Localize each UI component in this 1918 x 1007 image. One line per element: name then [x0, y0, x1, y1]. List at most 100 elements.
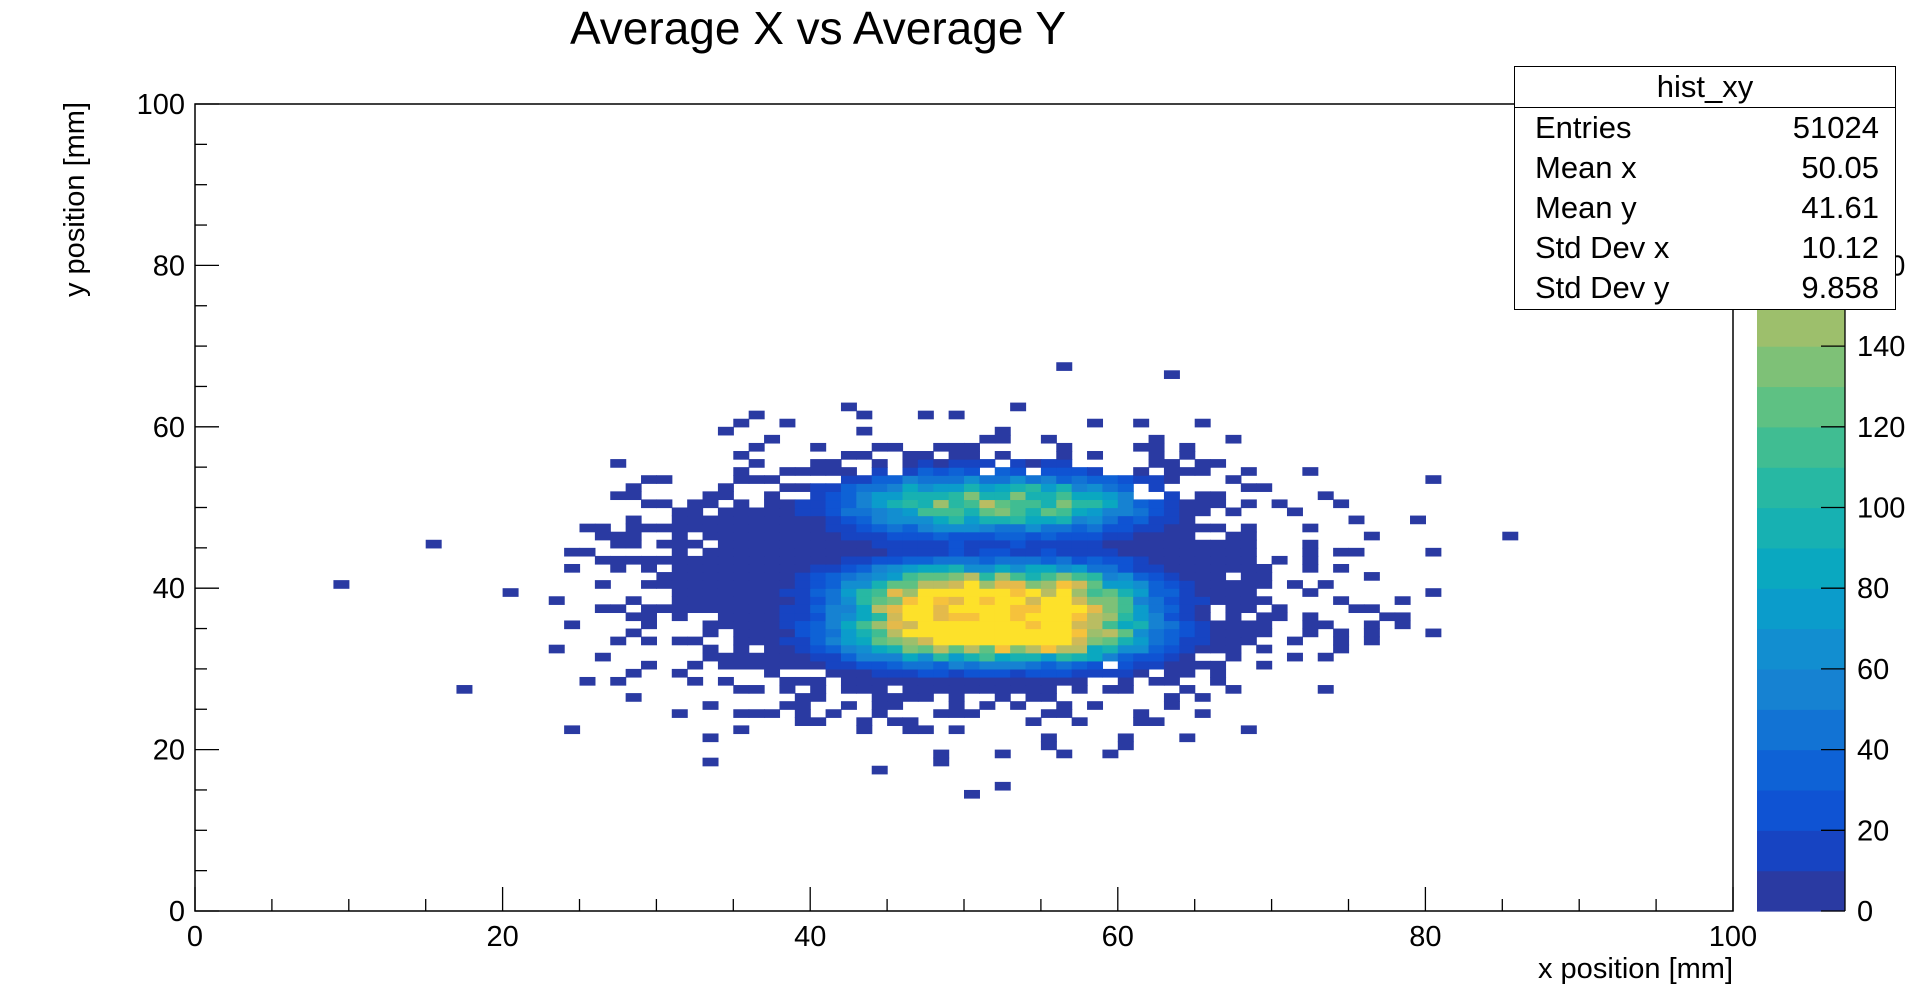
heatmap-cell [1149, 637, 1165, 646]
heatmap-cell [1195, 604, 1211, 613]
heatmap-cell [872, 588, 888, 597]
heatmap-cell [856, 564, 872, 573]
heatmap-cell [1087, 637, 1103, 646]
heatmap-cell [749, 572, 765, 581]
heatmap-cell [1056, 596, 1072, 605]
heatmap-cell [1056, 532, 1072, 541]
heatmap-cell [964, 612, 980, 621]
heatmap-cell [779, 516, 795, 525]
heatmap-cell [949, 580, 965, 589]
stats-row-mean-x: Mean x 50.05 [1515, 148, 1895, 188]
heatmap-cell [933, 524, 949, 533]
heatmap-cell [626, 693, 642, 702]
heatmap-cell [764, 661, 780, 670]
heatmap-cell [1102, 685, 1118, 694]
heatmap-cell [1225, 540, 1241, 549]
heatmap-cell [1302, 548, 1318, 557]
heatmap-cell [1149, 588, 1165, 597]
heatmap-cell [872, 629, 888, 638]
heatmap-cell [795, 661, 811, 670]
heatmap-cell [672, 556, 688, 565]
heatmap-cell [626, 556, 642, 565]
heatmap-cell [1149, 508, 1165, 517]
heatmap-cell [1133, 532, 1149, 541]
heatmap-cell [841, 701, 857, 710]
heatmap-cell [933, 669, 949, 678]
heatmap-cell [1102, 596, 1118, 605]
heatmap-cell [887, 701, 903, 710]
heatmap-cell [1256, 596, 1272, 605]
heatmap-cell [964, 620, 980, 629]
heatmap-cell [733, 653, 749, 662]
heatmap-cell [856, 604, 872, 613]
heatmap-cell [1195, 645, 1211, 654]
heatmap-cell [887, 564, 903, 573]
heatmap-cell [1010, 499, 1026, 508]
heatmap-cell [826, 532, 842, 541]
heatmap-cell [656, 572, 672, 581]
heatmap-cell [1102, 612, 1118, 621]
heatmap-cell [933, 499, 949, 508]
heatmap-cell [749, 620, 765, 629]
heatmap-cell [1041, 524, 1057, 533]
heatmap-cell [1102, 588, 1118, 597]
heatmap-cell [764, 524, 780, 533]
heatmap-cell [779, 612, 795, 621]
heatmap-cell [979, 653, 995, 662]
heatmap-cell [1225, 580, 1241, 589]
heatmap-cell [949, 701, 965, 710]
heatmap-cell [718, 612, 734, 621]
heatmap-cell [1241, 483, 1257, 492]
heatmap-cell [672, 516, 688, 525]
heatmap-cell [1149, 620, 1165, 629]
heatmap-cell [1133, 548, 1149, 557]
heatmap-cell [826, 653, 842, 662]
heatmap-cell [1149, 524, 1165, 533]
heatmap-cell [626, 612, 642, 621]
heatmap-cell [872, 612, 888, 621]
heatmap-cell [1241, 620, 1257, 629]
heatmap-cell [580, 548, 596, 557]
heatmap-cell [1072, 580, 1088, 589]
heatmap-cell [902, 451, 918, 460]
heatmap-cell [841, 620, 857, 629]
heatmap-cell [1133, 629, 1149, 638]
heatmap-cell [795, 540, 811, 549]
heatmap-cell [979, 564, 995, 573]
heatmap-cell [1041, 580, 1057, 589]
heatmap-cell [933, 629, 949, 638]
heatmap-cell [995, 637, 1011, 646]
heatmap-cell [995, 782, 1011, 791]
heatmap-cell [795, 508, 811, 517]
heatmap-cell [1010, 572, 1026, 581]
heatmap-cell [949, 475, 965, 484]
heatmap-cell [1056, 548, 1072, 557]
heatmap-cell [795, 612, 811, 621]
heatmap-cell [1072, 556, 1088, 565]
heatmap-cell [933, 572, 949, 581]
heatmap-cell [718, 483, 734, 492]
heatmap-cell [564, 548, 580, 557]
heatmap-cell [1041, 645, 1057, 654]
heatmap-cell [995, 548, 1011, 557]
heatmap-cell [933, 459, 949, 468]
heatmap-cell [1102, 556, 1118, 565]
heatmap-cell [1010, 556, 1026, 565]
heatmap-cell [656, 540, 672, 549]
heatmap-cell [856, 508, 872, 517]
heatmap-cell [672, 564, 688, 573]
heatmap-cell [718, 620, 734, 629]
heatmap-cell [779, 499, 795, 508]
heatmap-cell [1133, 588, 1149, 597]
heatmap-cell [795, 556, 811, 565]
heatmap-cell [1056, 580, 1072, 589]
heatmap-cell [1164, 612, 1180, 621]
heatmap-cell [749, 709, 765, 718]
heatmap-cell [887, 499, 903, 508]
heatmap-cell [1087, 564, 1103, 573]
heatmap-cell [1225, 596, 1241, 605]
heatmap-cell [872, 532, 888, 541]
heatmap-cell [1102, 564, 1118, 573]
heatmap-cell [1118, 653, 1134, 662]
heatmap-cell [764, 491, 780, 500]
